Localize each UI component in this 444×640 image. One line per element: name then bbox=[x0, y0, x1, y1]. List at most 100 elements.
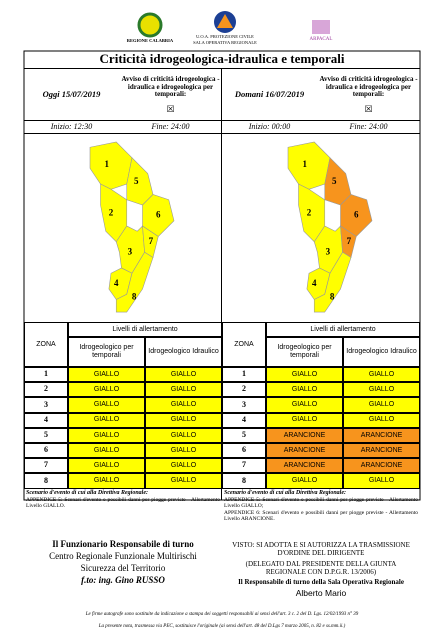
zona-header: ZONA bbox=[24, 322, 68, 367]
level-cell: GIALLO bbox=[145, 443, 222, 459]
signature-right: (DELEGATO DAL PRESIDENTE DELLA GIUNTA RE… bbox=[245, 560, 397, 576]
main-frame bbox=[23, 50, 421, 501]
col-header: Idrogeologico per temporali bbox=[266, 337, 343, 367]
col-header: Idrogeologico per temporali bbox=[68, 337, 145, 367]
signature-right: VISTO: SI ADOTTA E SI AUTORIZZA LA TRASM… bbox=[232, 541, 410, 557]
level-cell: GIALLO bbox=[343, 473, 420, 489]
scenario-title: Scenario d'evento di cui alla Direttiva … bbox=[26, 490, 148, 496]
level-cell: ARANCIONE bbox=[266, 443, 343, 459]
level-cell: GIALLO bbox=[266, 473, 343, 489]
level-cell: GIALLO bbox=[68, 397, 145, 413]
zone-number: 3 bbox=[24, 397, 68, 413]
signature-left: Il Funzionario Responsabile di turno bbox=[52, 539, 194, 549]
map-zone bbox=[89, 141, 133, 190]
map-zone-label: 1 bbox=[105, 159, 110, 169]
map-zone-label: 1 bbox=[303, 159, 308, 169]
col-header: Idrogeologico Idraulico bbox=[145, 337, 222, 367]
scenario-text: APPENDICE 6: Scenari d'evento e possibil… bbox=[224, 510, 418, 523]
level-cell: GIALLO bbox=[266, 397, 343, 413]
zone-number: 2 bbox=[222, 382, 266, 398]
zone-number: 5 bbox=[24, 427, 68, 443]
level-cell: GIALLO bbox=[68, 458, 145, 474]
map-zone-label: 4 bbox=[114, 278, 119, 288]
zone-number: 3 bbox=[222, 397, 266, 413]
start-time: Inizio: 12:30 bbox=[24, 120, 119, 134]
level-cell: GIALLO bbox=[68, 427, 145, 443]
map-zone-label: 3 bbox=[128, 246, 133, 256]
map-zone-label: 6 bbox=[354, 210, 359, 220]
zone-number: 4 bbox=[24, 412, 68, 428]
level-cell: GIALLO bbox=[68, 367, 145, 383]
zone-number: 6 bbox=[24, 443, 68, 459]
zone-number: 7 bbox=[222, 458, 266, 474]
logo-caption: ARPACAL bbox=[309, 37, 333, 42]
checkbox: ☒ bbox=[166, 104, 175, 114]
level-cell: GIALLO bbox=[145, 458, 222, 474]
scenario-text: APPENDICE 5: Scenari d'evento e possibil… bbox=[26, 497, 220, 510]
signature-left: Sicurezza del Territorio bbox=[80, 563, 166, 573]
level-cell: GIALLO bbox=[266, 412, 343, 428]
level-cell: GIALLO bbox=[68, 443, 145, 459]
level-cell: GIALLO bbox=[145, 427, 222, 443]
level-cell: GIALLO bbox=[145, 397, 222, 413]
zone-number: 6 bbox=[222, 443, 266, 459]
map-zone-label: 3 bbox=[326, 246, 331, 256]
level-cell: ARANCIONE bbox=[266, 458, 343, 474]
alert-notice: Avviso di criticità idrogeologica - idra… bbox=[319, 75, 418, 99]
level-cell: GIALLO bbox=[145, 412, 222, 428]
scenario-text: APPENDICE 5: Scenari d'evento e possibil… bbox=[224, 497, 418, 510]
zona-header: ZONA bbox=[222, 322, 266, 367]
level-cell: GIALLO bbox=[266, 367, 343, 383]
legal-note: Le firme autografe sono sostituite da in… bbox=[85, 612, 359, 617]
map-zone-label: 5 bbox=[134, 176, 139, 186]
end-time: Fine: 24:00 bbox=[119, 120, 222, 134]
map-zone bbox=[324, 157, 352, 206]
map-zone bbox=[313, 251, 352, 313]
zone-number: 2 bbox=[24, 382, 68, 398]
level-cell: GIALLO bbox=[68, 382, 145, 398]
map-zone-label: 2 bbox=[307, 207, 312, 217]
signature-left: Centro Regionale Funzionale Multirischi bbox=[49, 551, 197, 561]
signature-left: f.to: ing. Gino RUSSO bbox=[81, 575, 165, 585]
panel-date: Domani 16/07/2019 bbox=[234, 89, 305, 100]
map-zone-label: 5 bbox=[332, 176, 337, 186]
map-zone-label: 7 bbox=[149, 236, 154, 246]
region-logo bbox=[137, 12, 163, 38]
zone-number: 4 bbox=[222, 412, 266, 428]
divider bbox=[221, 69, 222, 500]
level-cell: GIALLO bbox=[145, 382, 222, 398]
level-cell: ARANCIONE bbox=[343, 427, 420, 443]
level-cell: ARANCIONE bbox=[266, 427, 343, 443]
legal-note: La presente nota, trasmessa via PEC, sos… bbox=[98, 624, 346, 629]
end-time: Fine: 24:00 bbox=[317, 120, 420, 134]
scenario-title: Scenario d'evento di cui alla Direttiva … bbox=[224, 490, 346, 496]
map-zone-label: 7 bbox=[347, 236, 352, 246]
col-header: Idrogeologico Idraulico bbox=[343, 337, 420, 367]
map-zone-label: 8 bbox=[132, 291, 137, 301]
level-cell: GIALLO bbox=[343, 412, 420, 428]
map-zone bbox=[287, 141, 331, 190]
zone-number: 8 bbox=[24, 473, 68, 489]
level-cell: GIALLO bbox=[68, 412, 145, 428]
signature-right: Alberto Mario bbox=[295, 588, 347, 598]
level-cell: GIALLO bbox=[266, 382, 343, 398]
level-cell: GIALLO bbox=[343, 367, 420, 383]
panel-date: Oggi 15/07/2019 bbox=[42, 89, 101, 100]
title: Criticità idrogeologica-idraulica e temp… bbox=[24, 51, 420, 69]
alert-notice: Avviso di criticità idrogeologica - idra… bbox=[121, 75, 220, 99]
levels-header: Livelli di allertamento bbox=[266, 322, 420, 337]
signature-right: Il Responsabile di turno della Sala Oper… bbox=[238, 578, 404, 586]
map-zone-label: 2 bbox=[109, 207, 114, 217]
level-cell: GIALLO bbox=[145, 367, 222, 383]
zone-number: 8 bbox=[222, 473, 266, 489]
arpacal-logo bbox=[312, 20, 330, 34]
level-cell: ARANCIONE bbox=[343, 458, 420, 474]
map-zone bbox=[126, 157, 154, 206]
level-cell: GIALLO bbox=[145, 473, 222, 489]
zone-number: 7 bbox=[24, 458, 68, 474]
map-zone-label: 6 bbox=[156, 210, 161, 220]
start-time: Inizio: 00:00 bbox=[222, 120, 317, 134]
levels-header: Livelli di allertamento bbox=[68, 322, 222, 337]
logo-caption: U.O.A. PROTEZIONE CIVILE bbox=[196, 34, 254, 39]
